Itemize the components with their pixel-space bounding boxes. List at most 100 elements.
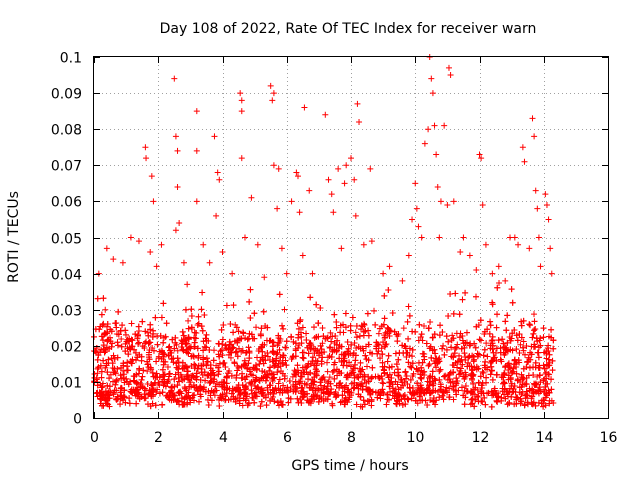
data-point <box>343 372 350 379</box>
data-point <box>280 325 287 332</box>
data-point <box>456 311 463 318</box>
data-point <box>174 147 181 154</box>
data-point <box>473 266 480 273</box>
data-point <box>118 384 125 391</box>
data-point <box>351 339 358 346</box>
data-point <box>235 328 242 335</box>
data-point <box>447 290 454 297</box>
data-point <box>431 375 438 382</box>
data-point <box>462 289 469 296</box>
data-point <box>110 256 117 263</box>
data-point <box>171 345 178 352</box>
data-point <box>488 367 495 374</box>
data-point <box>470 358 477 365</box>
data-point <box>294 320 301 327</box>
data-point <box>154 341 161 348</box>
data-point <box>150 330 157 337</box>
data-point <box>325 176 332 183</box>
data-point <box>436 368 443 375</box>
data-point <box>93 390 100 397</box>
data-point <box>248 387 255 394</box>
data-point <box>200 347 207 354</box>
data-point <box>445 338 452 345</box>
data-point <box>170 396 177 403</box>
data-point <box>314 358 321 365</box>
data-point <box>549 367 556 374</box>
data-point <box>294 173 301 180</box>
data-point <box>299 252 306 259</box>
data-point <box>386 263 393 270</box>
data-point <box>344 348 351 355</box>
data-point <box>186 394 193 401</box>
data-point <box>299 354 306 361</box>
data-point <box>487 318 494 325</box>
data-point <box>320 397 327 404</box>
data-point <box>174 183 181 190</box>
data-point <box>287 395 294 402</box>
data-point <box>550 345 557 352</box>
data-point <box>138 376 145 383</box>
data-point <box>195 398 202 405</box>
data-point <box>184 281 191 288</box>
data-point <box>329 368 336 375</box>
data-point <box>203 331 210 338</box>
data-point <box>356 333 363 340</box>
data-point <box>100 345 107 352</box>
data-point <box>275 165 282 172</box>
data-point <box>210 378 217 385</box>
data-point <box>352 365 359 372</box>
x-tick-label: 6 <box>283 430 292 446</box>
data-point <box>458 345 465 352</box>
data-point <box>94 295 101 302</box>
data-point <box>219 336 226 343</box>
data-point <box>417 334 424 341</box>
data-point <box>425 126 432 133</box>
data-point <box>334 337 341 344</box>
data-point <box>170 359 177 366</box>
data-point <box>441 388 448 395</box>
data-point <box>361 320 368 327</box>
data-point <box>535 354 542 361</box>
data-point <box>113 396 120 403</box>
data-point <box>178 395 185 402</box>
data-point <box>257 332 264 339</box>
data-point <box>517 341 524 348</box>
data-point <box>214 169 221 176</box>
data-point <box>500 379 507 386</box>
data-point <box>345 396 352 403</box>
data-point <box>508 380 515 387</box>
data-point <box>111 365 118 372</box>
data-point <box>498 394 505 401</box>
data-point <box>243 393 250 400</box>
data-point <box>118 335 125 342</box>
data-point <box>324 368 331 375</box>
data-point <box>481 328 488 335</box>
data-point <box>520 375 527 382</box>
data-point <box>380 390 387 397</box>
data-point <box>270 162 277 169</box>
data-point <box>217 348 224 355</box>
data-point <box>264 384 271 391</box>
data-point <box>307 294 314 301</box>
data-point <box>532 382 539 389</box>
data-point <box>318 346 325 353</box>
y-tick-label: 0 <box>73 412 82 428</box>
data-point <box>215 371 222 378</box>
data-point <box>251 310 258 317</box>
data-point <box>364 363 371 370</box>
data-point <box>110 391 117 398</box>
data-point <box>380 270 387 277</box>
data-point <box>540 325 547 332</box>
data-point <box>256 376 263 383</box>
data-point <box>183 387 190 394</box>
data-point <box>243 349 250 356</box>
data-point <box>508 286 515 293</box>
data-point <box>386 327 393 334</box>
data-point <box>121 371 128 378</box>
data-point <box>120 393 127 400</box>
data-point <box>324 359 331 366</box>
data-point <box>271 374 278 381</box>
data-point <box>235 388 242 395</box>
data-point <box>171 376 178 383</box>
data-point <box>134 354 141 361</box>
